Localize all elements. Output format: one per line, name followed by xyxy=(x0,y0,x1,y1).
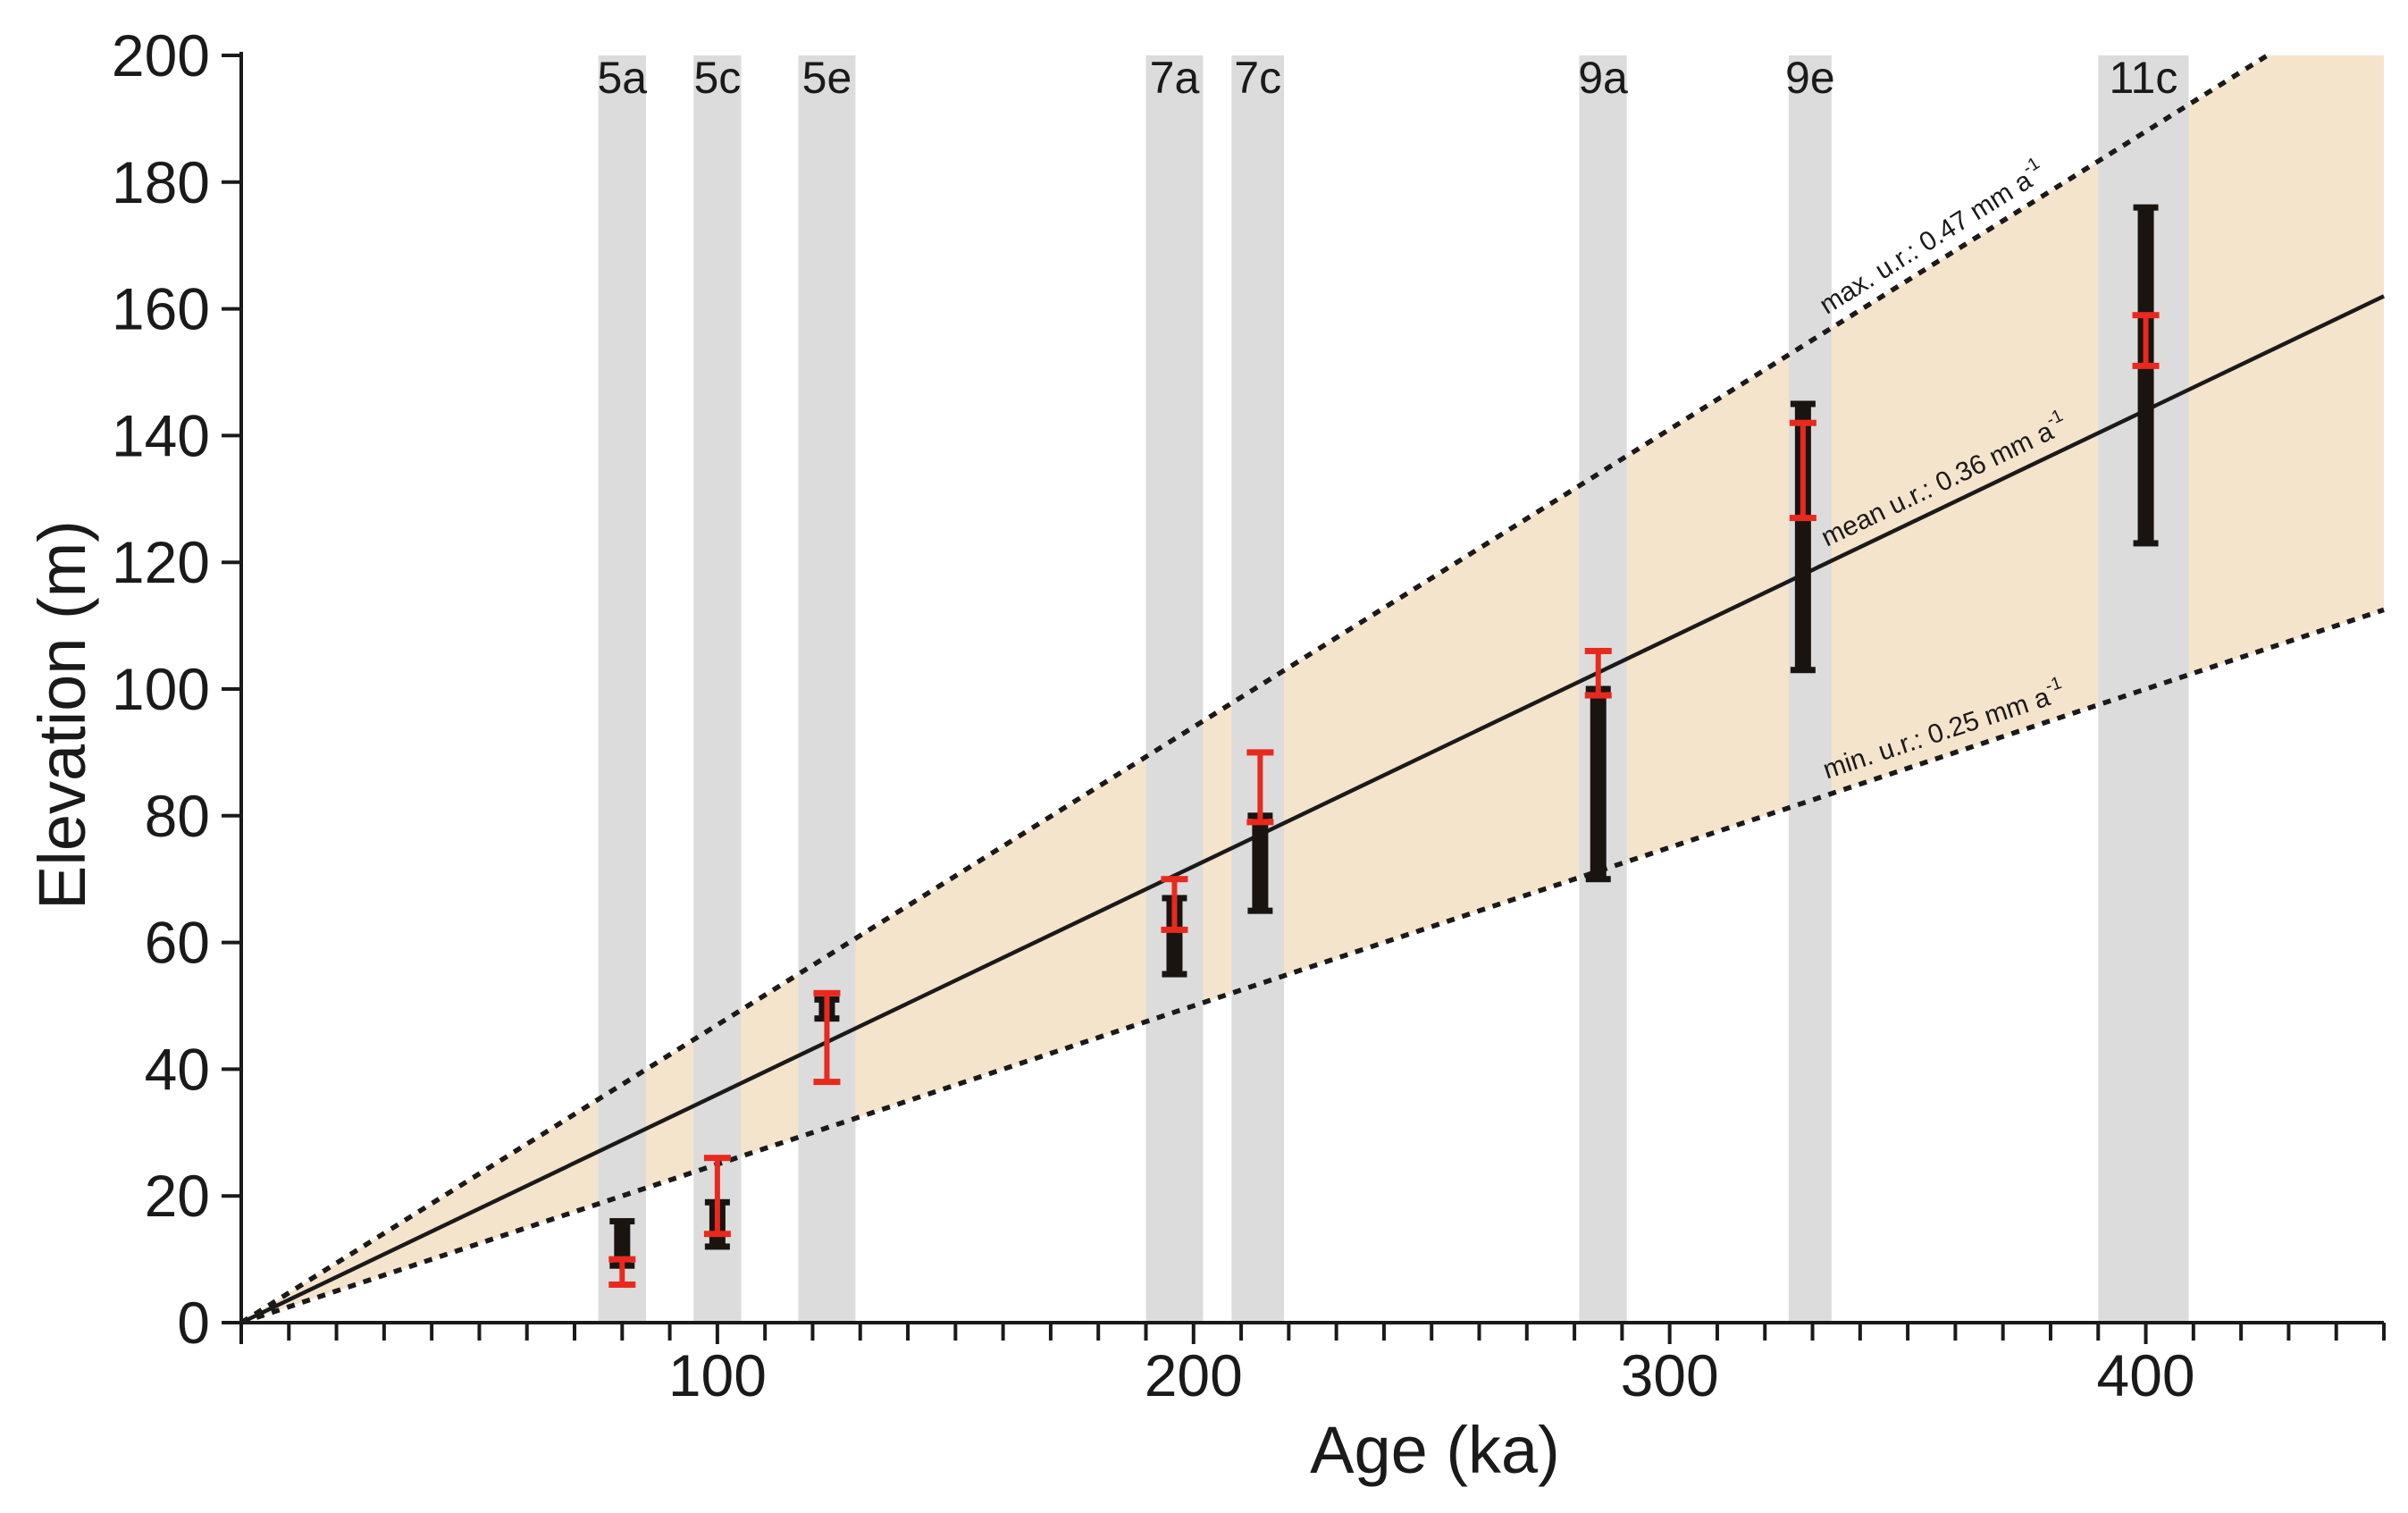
stage-label-9e: 9e xyxy=(1785,53,1835,103)
red-bar-cap-top xyxy=(1584,647,1612,654)
red-bar-body xyxy=(1595,651,1601,696)
stage-column-9e xyxy=(1788,55,1832,1323)
red-error-bar-0 xyxy=(608,1256,636,1288)
y-tick-label: 20 xyxy=(145,1163,210,1229)
red-bar-body xyxy=(1171,878,1178,930)
black-bar-body xyxy=(1166,897,1183,975)
black-error-bar-7 xyxy=(2133,204,2159,547)
red-bar-cap-top xyxy=(1246,749,1274,756)
stage-label-5e: 5e xyxy=(802,53,852,103)
y-tick-label: 200 xyxy=(112,22,210,88)
y-tick-label: 120 xyxy=(112,529,210,595)
red-bar-cap-top xyxy=(813,989,841,996)
uplift-line-max xyxy=(239,53,2270,1325)
red-bar-body xyxy=(2143,315,2149,366)
black-bar-cap-top xyxy=(2133,204,2159,211)
red-bar-cap-top xyxy=(2132,312,2160,319)
stage-label-11c: 11c xyxy=(2109,53,2177,103)
y-tick-label: 100 xyxy=(112,656,210,722)
stage-label-7a: 7a xyxy=(1150,53,1200,103)
axes-layer: 0 20 40 60 80 100 120 140 160 180 200 100 200 300 400 xyxy=(112,22,2386,1408)
black-bar-body xyxy=(1590,689,1607,879)
red-bar-body xyxy=(714,1157,720,1234)
x-axis-title: Age (ka) xyxy=(1310,1413,1560,1487)
x-tick-label: 300 xyxy=(1621,1342,1719,1408)
red-bar-body xyxy=(824,993,830,1082)
black-bar-cap-top xyxy=(609,1218,635,1225)
red-error-bar-6 xyxy=(1789,419,1816,522)
red-bar-body xyxy=(1257,752,1263,822)
black-bar-cap-bottom xyxy=(704,1243,730,1250)
red-bar-cap-bottom xyxy=(1246,819,1274,826)
red-bar-cap-bottom xyxy=(1789,515,1816,522)
black-bar-body xyxy=(614,1221,631,1266)
red-bar-body xyxy=(1800,423,1806,518)
red-bar-cap-bottom xyxy=(2132,362,2160,369)
black-bar-cap-top xyxy=(1790,400,1816,408)
red-error-bar-7 xyxy=(2132,312,2160,369)
y-axis-title: Elevation (m) xyxy=(25,520,99,910)
red-bar-cap-bottom xyxy=(703,1231,731,1238)
red-error-bar-1 xyxy=(703,1155,731,1238)
black-bar-cap-bottom xyxy=(1247,907,1273,914)
red-bar-cap-bottom xyxy=(1161,926,1188,933)
y-tick-label: 140 xyxy=(112,402,210,468)
red-error-bar-5 xyxy=(1584,647,1612,699)
red-bar-cap-top xyxy=(1161,876,1188,883)
black-error-bar-6 xyxy=(1790,400,1816,674)
stage-column-5a xyxy=(598,55,646,1323)
y-tick-label: 160 xyxy=(112,276,210,342)
stage-label-5c: 5c xyxy=(693,53,741,103)
red-error-bar-3 xyxy=(1161,876,1188,933)
stage-label-5a: 5a xyxy=(597,53,647,103)
black-bar-body xyxy=(1794,403,1811,670)
stage-column-5e xyxy=(798,55,856,1323)
red-error-bar-2 xyxy=(813,989,841,1086)
stage-label-7c: 7c xyxy=(1234,53,1281,103)
uplift-line-min xyxy=(240,607,2385,1325)
black-bar-cap-bottom xyxy=(1162,971,1187,978)
x-tick-label: 400 xyxy=(2096,1342,2194,1408)
red-bar-cap-top xyxy=(1789,419,1816,426)
red-bar-cap-bottom xyxy=(608,1281,636,1288)
error-bars-layer xyxy=(608,204,2160,1288)
uplift-line-mean xyxy=(240,294,2385,1325)
y-tick-label: 60 xyxy=(145,910,210,976)
x-tick-label: 200 xyxy=(1145,1342,1243,1408)
stage-column-5c xyxy=(693,55,742,1323)
y-tick-label: 80 xyxy=(145,783,210,849)
red-error-bar-4 xyxy=(1246,749,1274,826)
stage-column-7a xyxy=(1145,55,1204,1323)
red-bar-cap-top xyxy=(703,1155,731,1162)
stage-label-9a: 9a xyxy=(1578,53,1628,103)
red-bar-cap-bottom xyxy=(1584,692,1612,699)
uplift-band-layer xyxy=(241,55,2384,1323)
y-tick-label: 0 xyxy=(177,1290,210,1356)
isotope-stage-layer: 5a 5c 5e 7a 7c 9a 9e 11c xyxy=(597,53,2189,1323)
uplift-band xyxy=(241,55,2384,1323)
black-bar-cap-bottom xyxy=(2133,540,2159,547)
black-bar-body xyxy=(2137,207,2154,543)
black-bar-cap-bottom xyxy=(1790,667,1816,674)
black-bar-body xyxy=(1252,815,1269,912)
red-bar-cap-top xyxy=(608,1256,636,1263)
red-bar-body xyxy=(619,1259,625,1285)
red-bar-cap-bottom xyxy=(813,1079,841,1086)
x-tick-label: 100 xyxy=(668,1342,767,1408)
black-bar-cap-bottom xyxy=(1585,876,1611,883)
y-tick-label: 180 xyxy=(112,149,210,215)
y-tick-label: 40 xyxy=(145,1036,210,1102)
